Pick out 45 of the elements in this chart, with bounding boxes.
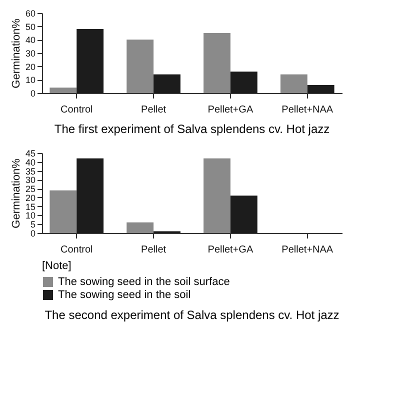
y-tick-label: 15 — [25, 202, 36, 212]
y-tick-label: 10 — [25, 210, 36, 221]
legend-label: The sowing seed in the soil surface — [58, 276, 230, 288]
x-tick-label: Pellet+GA — [208, 104, 254, 116]
x-tick-label: Pellet — [141, 104, 166, 116]
x-tick-label: Pellet — [141, 244, 166, 256]
bar — [230, 72, 258, 93]
legend-label: The sowing seed in the soil — [58, 289, 191, 301]
y-tick-label: 0 — [30, 88, 36, 98]
y-tick-label: 30 — [25, 48, 36, 58]
text: The second experiment of Salva splendens cv. Hot jazz — [44, 308, 340, 322]
bar — [76, 29, 104, 93]
bar — [280, 74, 308, 93]
bar — [126, 222, 154, 233]
y-tick-label: 40 — [25, 157, 36, 168]
bar — [50, 88, 77, 93]
y-tick-label: 50 — [25, 22, 36, 32]
x-tick-label: Pellet+NAA — [282, 104, 334, 116]
x-tick-label: Pellet+NAA — [282, 244, 334, 256]
y-tick-label: 25 — [25, 184, 36, 194]
bar — [154, 74, 180, 93]
bar — [204, 33, 230, 93]
y-tick-label: 60 — [25, 8, 36, 18]
bar — [126, 40, 154, 93]
bar — [230, 196, 258, 233]
bar — [307, 85, 334, 93]
y-tick-label: 5 — [30, 220, 36, 230]
legend-title: [Note] — [42, 260, 72, 272]
y-tick-label: 0 — [30, 228, 36, 238]
y-axis-title: Germination% — [10, 158, 22, 228]
x-tick-label: Control — [60, 244, 93, 256]
y-tick-label: 20 — [25, 62, 36, 72]
y-tick-label: 10 — [25, 75, 36, 86]
bar — [50, 190, 77, 233]
x-tick-label: Pellet+GA — [208, 244, 254, 256]
bar — [204, 158, 230, 233]
bar — [76, 158, 104, 233]
y-tick-label: 40 — [25, 35, 36, 46]
y-axis-title: Germination% — [10, 18, 22, 88]
y-tick-label: 45 — [25, 148, 36, 158]
text: The first experiment of Salva splendens cv. Hot jazz — [54, 122, 330, 136]
y-tick-label: 20 — [25, 192, 36, 203]
x-tick-label: Control — [60, 104, 93, 116]
y-tick-label: 35 — [25, 166, 36, 176]
y-tick-label: 30 — [25, 175, 36, 186]
